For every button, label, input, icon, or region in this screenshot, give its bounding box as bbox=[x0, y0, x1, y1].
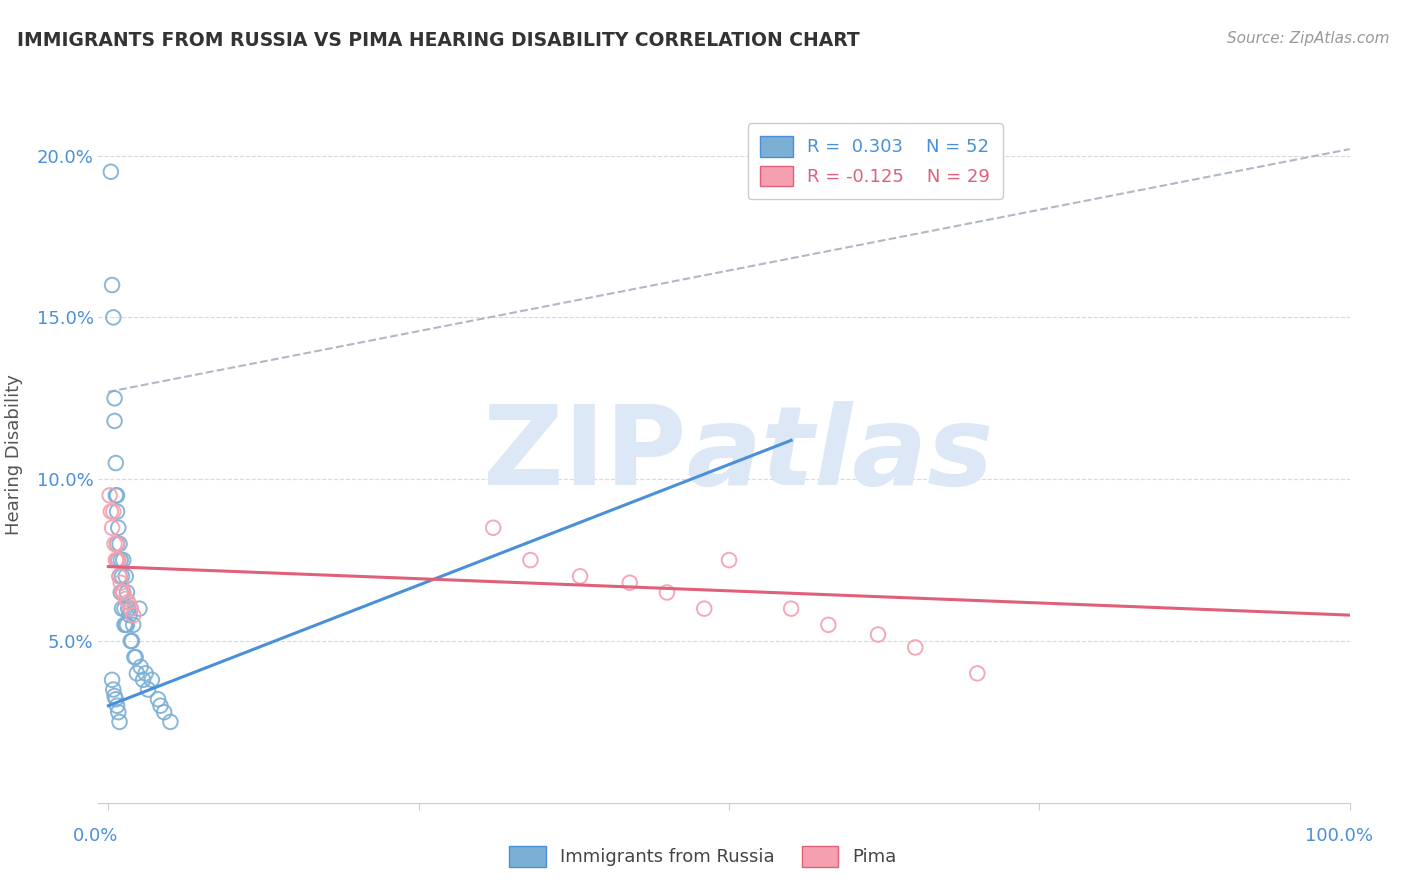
Point bbox=[103, 689, 125, 703]
Point bbox=[129, 660, 152, 674]
Point bbox=[693, 601, 716, 615]
Point bbox=[114, 601, 136, 615]
Point bbox=[103, 537, 125, 551]
Point bbox=[125, 666, 148, 681]
Point bbox=[121, 634, 143, 648]
Text: 0.0%: 0.0% bbox=[73, 827, 118, 845]
Point bbox=[904, 640, 927, 655]
Point bbox=[107, 553, 129, 567]
Point bbox=[107, 553, 129, 567]
Text: IMMIGRANTS FROM RUSSIA VS PIMA HEARING DISABILITY CORRELATION CHART: IMMIGRANTS FROM RUSSIA VS PIMA HEARING D… bbox=[17, 31, 859, 50]
Point bbox=[105, 488, 128, 502]
Point bbox=[146, 692, 169, 706]
Point bbox=[108, 714, 131, 729]
Point bbox=[112, 585, 135, 599]
Point bbox=[103, 504, 125, 518]
Point bbox=[124, 650, 146, 665]
Point bbox=[110, 585, 132, 599]
Point bbox=[159, 714, 181, 729]
Legend: Immigrants from Russia, Pima: Immigrants from Russia, Pima bbox=[502, 838, 904, 874]
Point bbox=[108, 569, 131, 583]
Point bbox=[103, 392, 125, 406]
Point bbox=[117, 601, 139, 615]
Point bbox=[104, 488, 127, 502]
Point bbox=[135, 666, 157, 681]
Point bbox=[101, 278, 124, 293]
Point bbox=[114, 617, 136, 632]
Point bbox=[114, 591, 136, 606]
Point bbox=[128, 601, 150, 615]
Point bbox=[482, 521, 505, 535]
Point bbox=[112, 553, 135, 567]
Point bbox=[136, 682, 159, 697]
Text: Source: ZipAtlas.com: Source: ZipAtlas.com bbox=[1226, 31, 1389, 46]
Point bbox=[104, 553, 127, 567]
Point bbox=[866, 627, 889, 641]
Point bbox=[120, 634, 142, 648]
Legend: R =  0.303    N = 52, R = -0.125    N = 29: R = 0.303 N = 52, R = -0.125 N = 29 bbox=[748, 123, 1002, 199]
Point bbox=[105, 698, 128, 713]
Point bbox=[118, 608, 141, 623]
Point bbox=[104, 692, 127, 706]
Point bbox=[107, 705, 129, 719]
Point bbox=[141, 673, 163, 687]
Point bbox=[817, 617, 839, 632]
Point bbox=[115, 585, 138, 599]
Point bbox=[718, 553, 741, 567]
Point bbox=[108, 537, 131, 551]
Point bbox=[111, 569, 134, 583]
Point bbox=[105, 537, 128, 551]
Point bbox=[117, 595, 139, 609]
Point bbox=[114, 569, 136, 583]
Point bbox=[110, 553, 132, 567]
Point bbox=[103, 310, 125, 325]
Point bbox=[122, 617, 145, 632]
Point bbox=[98, 488, 121, 502]
Point bbox=[153, 705, 176, 719]
Point bbox=[115, 617, 138, 632]
Point bbox=[110, 575, 132, 590]
Point bbox=[105, 553, 128, 567]
Point bbox=[105, 537, 128, 551]
Point bbox=[124, 650, 146, 665]
Point bbox=[120, 601, 142, 615]
Point bbox=[107, 521, 129, 535]
Point bbox=[966, 666, 988, 681]
Point bbox=[519, 553, 541, 567]
Point bbox=[104, 456, 127, 470]
Point bbox=[111, 585, 134, 599]
Point bbox=[569, 569, 592, 583]
Point bbox=[112, 585, 135, 599]
Point bbox=[103, 682, 125, 697]
Point bbox=[149, 698, 172, 713]
Text: 100.0%: 100.0% bbox=[1305, 827, 1372, 845]
Point bbox=[101, 521, 124, 535]
Point bbox=[103, 414, 125, 428]
Point bbox=[105, 504, 128, 518]
Point bbox=[100, 504, 122, 518]
Point bbox=[100, 165, 122, 179]
Point bbox=[122, 608, 145, 623]
Point bbox=[132, 673, 155, 687]
Point bbox=[108, 569, 131, 583]
Point bbox=[780, 601, 803, 615]
Point bbox=[101, 673, 124, 687]
Point bbox=[111, 601, 134, 615]
Point bbox=[655, 585, 678, 599]
Point bbox=[120, 601, 142, 615]
Text: ZIP: ZIP bbox=[484, 401, 686, 508]
Y-axis label: Hearing Disability: Hearing Disability bbox=[4, 375, 22, 535]
Point bbox=[619, 575, 641, 590]
Text: atlas: atlas bbox=[686, 401, 994, 508]
Point bbox=[114, 617, 136, 632]
